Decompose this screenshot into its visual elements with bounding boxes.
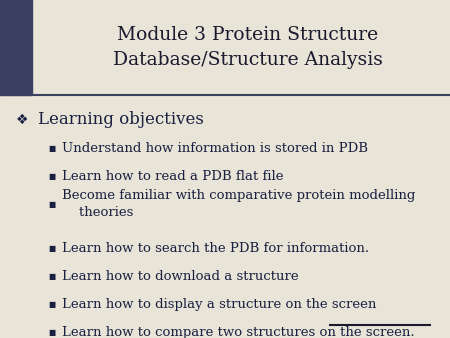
Text: ■: ■ <box>49 328 56 337</box>
Text: Learn how to search the PDB for information.: Learn how to search the PDB for informat… <box>62 242 369 255</box>
Text: Learn how to display a structure on the screen: Learn how to display a structure on the … <box>62 298 376 311</box>
Text: ■: ■ <box>49 300 56 309</box>
Text: Understand how information is stored in PDB: Understand how information is stored in … <box>62 142 368 154</box>
Text: ■: ■ <box>49 144 56 152</box>
Text: ■: ■ <box>49 244 56 253</box>
Text: ■: ■ <box>49 171 56 180</box>
Bar <box>0 0 32 95</box>
Text: ❖: ❖ <box>16 113 28 127</box>
Text: ■: ■ <box>49 199 56 209</box>
Text: Learn how to compare two structures on the screen.: Learn how to compare two structures on t… <box>62 326 414 338</box>
Text: Learn how to read a PDB flat file: Learn how to read a PDB flat file <box>62 169 284 183</box>
Text: Learning objectives: Learning objectives <box>38 112 204 128</box>
Text: Learn how to download a structure: Learn how to download a structure <box>62 270 299 283</box>
Text: Module 3 Protein Structure
Database/Structure Analysis: Module 3 Protein Structure Database/Stru… <box>112 26 382 69</box>
Text: ■: ■ <box>49 272 56 281</box>
Text: Become familiar with comparative protein modelling
    theories: Become familiar with comparative protein… <box>62 190 415 218</box>
